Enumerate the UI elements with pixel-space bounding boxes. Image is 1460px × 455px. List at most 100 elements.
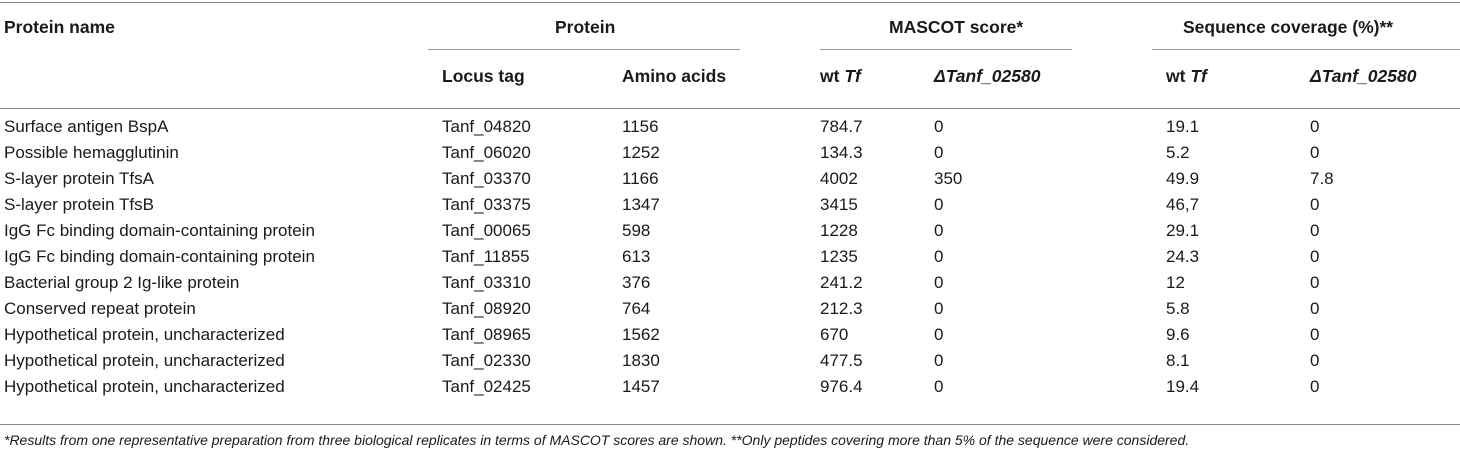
table-row: Hypothetical protein, uncharacterized Tan… <box>0 348 1460 374</box>
cell-coverage-mutant: 0 <box>1310 221 1320 240</box>
cell-coverage-wt: 29.1 <box>1166 221 1200 240</box>
cell-locus-tag: Tanf_00065 <box>442 221 531 240</box>
cell-mascot-wt: 670 <box>820 325 849 344</box>
cell-coverage-wt: 9.6 <box>1166 325 1190 344</box>
cell-locus-tag: Tanf_08965 <box>442 325 531 344</box>
table-row: S-layer protein TfsA Tanf_03370 1166 4002 35… <box>0 166 1460 192</box>
table-row: IgG Fc binding domain-containing protein… <box>0 218 1460 244</box>
table-row: S-layer protein TfsB Tanf_03375 1347 3415 0 4… <box>0 192 1460 218</box>
table-bottom-rule <box>0 424 1460 425</box>
cell-mascot-mutant: 0 <box>934 143 944 162</box>
cell-mascot-wt: 477.5 <box>820 351 863 370</box>
header-mascot-wt-species: Tf <box>844 66 861 86</box>
cell-locus-tag: Tanf_02425 <box>442 377 531 396</box>
cell-amino-acids: 598 <box>622 221 651 240</box>
cell-protein-name: Conserved repeat protein <box>4 299 196 318</box>
cell-coverage-mutant: 0 <box>1310 351 1320 370</box>
cell-amino-acids: 613 <box>622 247 651 266</box>
cell-mascot-wt: 241.2 <box>820 273 863 292</box>
header-coverage-mutant: ΔTanf_02580 <box>1310 66 1417 86</box>
table-row: Possible hemagglutinin Tanf_06020 1252 134.… <box>0 140 1460 166</box>
cell-amino-acids: 1830 <box>622 351 660 370</box>
cell-protein-name: Hypothetical protein, uncharacterized <box>4 377 285 396</box>
cell-mascot-wt: 3415 <box>820 195 858 214</box>
cell-locus-tag: Tanf_04820 <box>442 117 531 136</box>
cell-protein-name: Hypothetical protein, uncharacterized <box>4 351 285 370</box>
cell-mascot-wt: 1235 <box>820 247 858 266</box>
cell-locus-tag: Tanf_06020 <box>442 143 531 162</box>
cell-amino-acids: 1562 <box>622 325 660 344</box>
cell-coverage-mutant: 0 <box>1310 299 1320 318</box>
table-row: IgG Fc binding domain-containing protein… <box>0 244 1460 270</box>
protein-group-underline <box>428 49 740 50</box>
cell-mascot-mutant: 0 <box>934 221 944 240</box>
cell-amino-acids: 376 <box>622 273 651 292</box>
cell-coverage-mutant: 0 <box>1310 325 1320 344</box>
cell-coverage-mutant: 0 <box>1310 195 1320 214</box>
header-protein-name: Protein name <box>4 17 115 37</box>
cell-mascot-mutant: 0 <box>934 273 944 292</box>
cell-coverage-wt: 8.1 <box>1166 351 1190 370</box>
cell-coverage-mutant: 0 <box>1310 143 1320 162</box>
cell-mascot-wt: 212.3 <box>820 299 863 318</box>
cell-coverage-mutant: 0 <box>1310 117 1320 136</box>
cell-mascot-wt: 134.3 <box>820 143 863 162</box>
cell-locus-tag: Tanf_03310 <box>442 273 531 292</box>
table-row: Conserved repeat protein Tanf_08920 764 212… <box>0 296 1460 322</box>
cell-protein-name: IgG Fc binding domain-containing protein <box>4 221 315 240</box>
cell-coverage-wt: 19.4 <box>1166 377 1200 396</box>
header-mascot-group: MASCOT score* <box>889 17 1024 37</box>
cell-protein-name: S-layer protein TfsB <box>4 195 154 214</box>
cell-locus-tag: Tanf_03370 <box>442 169 531 188</box>
cell-amino-acids: 1457 <box>622 377 660 396</box>
mascot-group-underline <box>820 49 1072 50</box>
table-footnote: *Results from one representative prepara… <box>4 432 1190 448</box>
coverage-group-underline <box>1152 49 1460 50</box>
cell-coverage-wt: 5.8 <box>1166 299 1190 318</box>
header-mascot-wt: wt Tf <box>820 66 861 86</box>
cell-amino-acids: 1347 <box>622 195 660 214</box>
cell-locus-tag: Tanf_08920 <box>442 299 531 318</box>
cell-mascot-wt: 1228 <box>820 221 858 240</box>
cell-mascot-mutant: 0 <box>934 325 944 344</box>
header-coverage-wt: wt Tf <box>1166 66 1207 86</box>
header-bottom-rule <box>0 108 1460 109</box>
cell-mascot-mutant: 0 <box>934 299 944 318</box>
cell-mascot-mutant: 350 <box>934 169 963 188</box>
cell-coverage-wt: 12 <box>1166 273 1185 292</box>
cell-mascot-mutant: 0 <box>934 377 944 396</box>
cell-amino-acids: 1156 <box>622 117 659 136</box>
cell-mascot-wt: 784.7 <box>820 117 863 136</box>
header-coverage-group: Sequence coverage (%)** <box>1183 17 1394 37</box>
cell-amino-acids: 1252 <box>622 143 660 162</box>
cell-protein-name: Hypothetical protein, uncharacterized <box>4 325 285 344</box>
cell-mascot-mutant: 0 <box>934 195 944 214</box>
header-amino-acids: Amino acids <box>622 66 727 86</box>
table-row: Bacterial group 2 Ig-like protein Tanf_03… <box>0 270 1460 296</box>
cell-coverage-mutant: 0 <box>1310 273 1320 292</box>
cell-mascot-wt: 976.4 <box>820 377 863 396</box>
table-top-rule <box>0 2 1460 3</box>
table-row: Hypothetical protein, uncharacterized Tan… <box>0 322 1460 348</box>
cell-mascot-mutant: 0 <box>934 117 944 136</box>
cell-protein-name: S-layer protein TfsA <box>4 169 154 188</box>
cell-locus-tag: Tanf_02330 <box>442 351 531 370</box>
cell-locus-tag: Tanf_11855 <box>442 247 530 266</box>
cell-coverage-wt: 5.2 <box>1166 143 1190 162</box>
cell-protein-name: Possible hemagglutinin <box>4 143 179 162</box>
cell-coverage-wt: 49.9 <box>1166 169 1200 188</box>
header-locus-tag: Locus tag <box>442 66 525 86</box>
header-mascot-wt-prefix: wt <box>820 66 845 86</box>
table-row: Surface antigen BspA Tanf_04820 1156 784.7 0… <box>0 114 1460 140</box>
cell-locus-tag: Tanf_03375 <box>442 195 531 214</box>
cell-mascot-wt: 4002 <box>820 169 858 188</box>
cell-protein-name: Bacterial group 2 Ig-like protein <box>4 273 240 292</box>
cell-mascot-mutant: 0 <box>934 351 944 370</box>
cell-coverage-wt: 19.1 <box>1166 117 1200 136</box>
cell-coverage-mutant: 0 <box>1310 377 1320 396</box>
cell-coverage-wt: 24.3 <box>1166 247 1200 266</box>
table-body: Surface antigen BspA Tanf_04820 1156 784.7 0… <box>0 114 1460 400</box>
header-coverage-wt-species: Tf <box>1190 66 1207 86</box>
cell-amino-acids: 764 <box>622 299 651 318</box>
header-mascot-mutant: ΔTanf_02580 <box>934 66 1041 86</box>
